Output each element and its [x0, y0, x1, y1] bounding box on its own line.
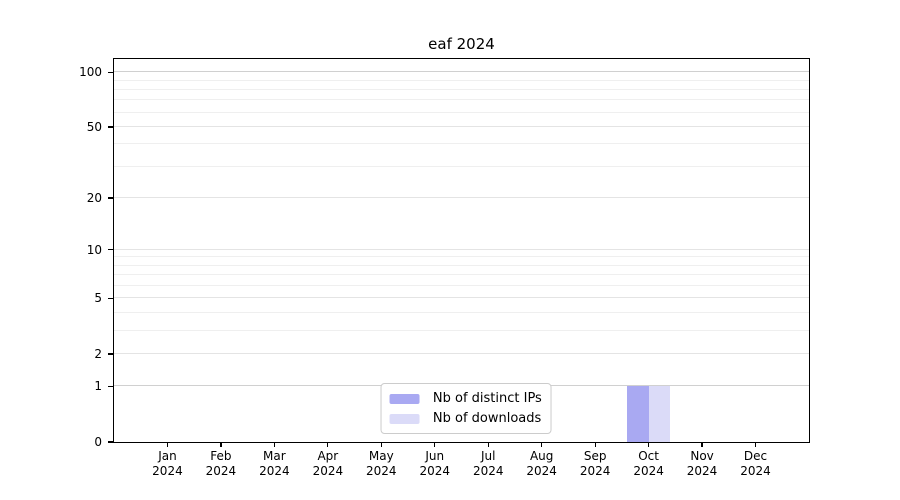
x-axis-tick-label: Feb 2024: [193, 449, 249, 479]
x-axis-year-label: 2024: [686, 464, 718, 478]
y-axis-tick-label: 0: [94, 435, 102, 449]
x-axis-year-label: 2024: [152, 464, 183, 478]
x-axis-month-label: Apr: [317, 449, 339, 463]
gridline-minor: [114, 329, 809, 331]
x-axis-tick-label: Apr 2024: [300, 449, 356, 479]
x-axis-month-label: Dec: [743, 449, 768, 463]
gridline-minor: [114, 312, 809, 314]
legend-item-downloads: Nb of downloads: [389, 411, 542, 426]
x-axis-year-label: 2024: [419, 464, 451, 478]
gridline-minor: [114, 111, 809, 113]
x-axis-tick: [327, 442, 329, 447]
y-axis-tick: [108, 197, 114, 199]
y-axis-tick: [108, 353, 114, 355]
x-axis-tick-label: Jul 2024: [460, 449, 516, 479]
x-axis-year-label: 2024: [526, 464, 557, 478]
gridline-major: [114, 297, 809, 299]
x-axis-year-label: 2024: [472, 464, 504, 478]
x-axis-tick-label: Jan 2024: [139, 449, 195, 479]
y-axis-tick: [108, 249, 114, 251]
x-axis-year-label: 2024: [740, 464, 771, 478]
x-axis-month-label: Jan: [158, 449, 177, 463]
x-axis-year-label: 2024: [633, 464, 664, 478]
y-axis-tick-label: 100: [79, 65, 102, 80]
gridline-minor: [114, 165, 809, 167]
x-axis-month-label: Nov: [690, 449, 714, 463]
x-axis-year-label: 2024: [579, 464, 611, 478]
x-axis-tick-label: Sep 2024: [567, 449, 623, 479]
x-axis-month-label: Jul: [480, 449, 496, 463]
x-axis-tick: [754, 442, 757, 447]
x-axis-year-label: 2024: [312, 464, 344, 478]
legend-swatch-distinct-ips: [389, 393, 420, 404]
y-axis-tick-label: 2: [94, 346, 102, 361]
legend-label-downloads: Nb of downloads: [432, 411, 542, 426]
y-axis-tick-label: 5: [94, 291, 102, 306]
y-axis-tick-label: 10: [86, 242, 102, 257]
gridline-minor: [114, 143, 809, 145]
x-axis-tick-label: May 2024: [353, 449, 409, 479]
x-axis-month-label: Jun: [425, 449, 445, 463]
y-axis-tick: [108, 126, 114, 128]
x-axis-tick-label: Oct 2024: [621, 449, 677, 479]
legend-item-distinct-ips: Nb of distinct IPs: [389, 391, 542, 406]
x-axis-tick: [273, 442, 275, 447]
bar-distinct-ips: [627, 386, 649, 442]
x-axis-tick: [487, 442, 489, 447]
x-axis-year-label: 2024: [366, 464, 397, 478]
x-axis-month-label: Aug: [529, 449, 554, 463]
x-axis-tick-label: Jun 2024: [407, 449, 463, 479]
x-axis-month-label: Oct: [638, 449, 659, 463]
x-axis-month-label: May: [368, 449, 394, 463]
x-axis-tick: [701, 442, 703, 447]
x-axis-tick: [166, 442, 169, 447]
y-axis-tick: [108, 71, 114, 73]
x-axis-month-label: Mar: [263, 449, 286, 463]
y-axis-tick-label: 50: [86, 119, 102, 134]
chart-title: eaf 2024: [428, 35, 495, 53]
x-axis-tick: [594, 442, 596, 447]
plot-area: Nb of distinct IPs Nb of downloads 0 1 2 5 1…: [79, 58, 810, 478]
legend: Nb of distinct IPs Nb of downloads: [380, 383, 552, 434]
x-axis-tick-label: Nov 2024: [674, 449, 730, 479]
x-axis-year-label: 2024: [205, 464, 237, 478]
gridline-major: [114, 352, 809, 354]
x-axis-tick: [220, 442, 222, 447]
gridline-minor: [114, 88, 809, 90]
x-axis-year-label: 2024: [259, 464, 290, 478]
gridline-major: [114, 248, 809, 250]
gridline-minor: [114, 256, 809, 258]
y-axis-tick-label: 1: [94, 379, 102, 394]
x-axis-tick: [434, 442, 436, 447]
gridline-major: [114, 125, 809, 127]
gridline-minor: [114, 264, 809, 266]
x-axis-tick-label: Aug 2024: [514, 449, 570, 479]
legend-label-distinct-ips: Nb of distinct IPs: [432, 391, 542, 406]
y-axis-tick-label: 20: [86, 191, 102, 206]
bar-downloads: [648, 386, 670, 442]
gridline-major: [114, 197, 809, 199]
gridline-minor: [114, 274, 809, 276]
y-axis-tick: [108, 441, 114, 443]
x-axis-month-label: Feb: [210, 449, 232, 463]
x-axis-month-label: Sep: [583, 449, 607, 463]
y-axis-tick: [108, 385, 114, 388]
gridline-minor: [114, 99, 809, 101]
x-axis-tick: [380, 442, 382, 447]
legend-swatch-downloads: [389, 413, 420, 424]
y-axis-tick: [108, 297, 114, 300]
x-axis-tick: [648, 442, 650, 447]
gridline-major: [114, 71, 809, 73]
x-axis-tick: [541, 442, 543, 447]
gridline-minor: [114, 79, 809, 81]
x-axis-tick-label: Mar 2024: [246, 449, 302, 479]
x-axis-tick-label: Dec 2024: [728, 449, 784, 479]
gridline-minor: [114, 285, 809, 287]
